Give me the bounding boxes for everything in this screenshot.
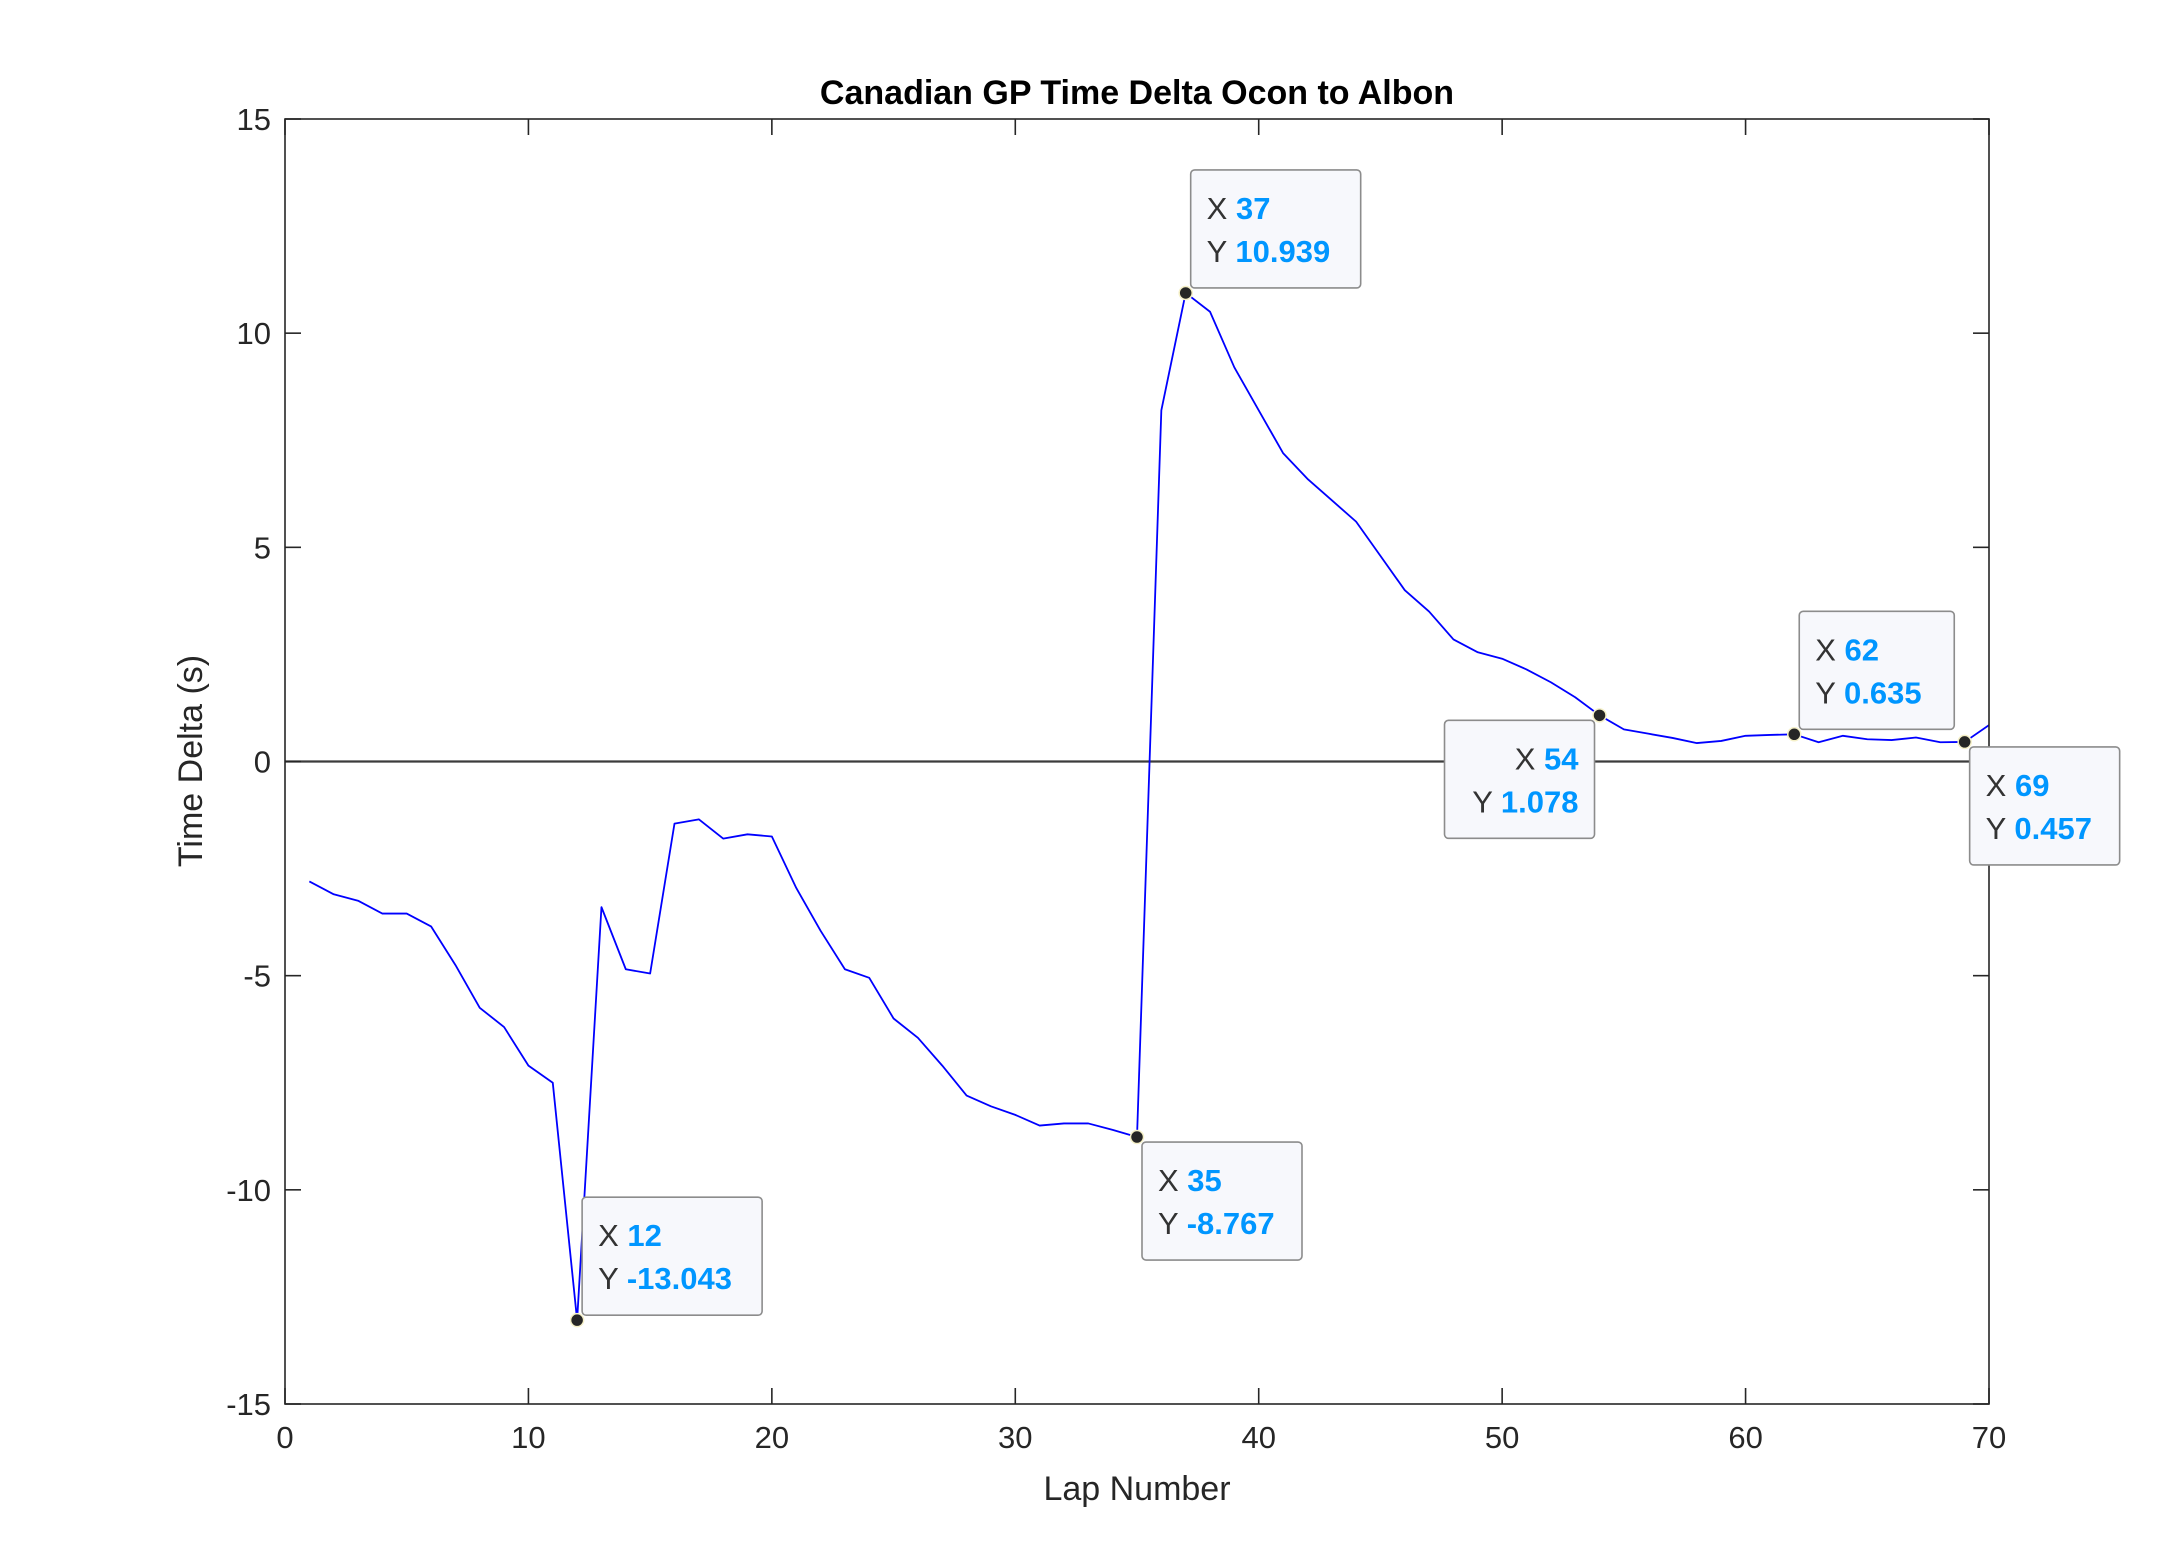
datatip-marker[interactable] [1957,734,1972,750]
datatip-line: X 62 [1815,632,1879,667]
datatip-value: 54 [1544,741,1579,776]
datatip[interactable]: X 37Y 10.939 [1178,169,1362,301]
datatip-line: Y 10.939 [1207,234,1331,269]
datatip-key: X [1515,741,1544,776]
datatip[interactable]: X 12Y -13.043 [569,1196,763,1328]
datatip-value: -8.767 [1187,1206,1275,1241]
y-tick-label: 10 [237,316,271,351]
datatip-value: 1.078 [1501,784,1579,819]
y-tick-label: 5 [254,530,271,565]
datatip-key: Y [1158,1206,1187,1241]
x-tick-label: 40 [1241,1420,1275,1455]
datatip-marker[interactable] [1178,285,1193,301]
y-tick-label: -5 [243,959,271,994]
y-tick-label: -15 [226,1387,271,1422]
x-tick-label: 0 [276,1420,293,1455]
datatip-value: -13.043 [627,1261,732,1296]
y-axis-title: Time Delta (s) [172,655,210,867]
datatip-value: 0.457 [2014,811,2092,846]
datatip-key: Y [1815,675,1844,710]
x-tick-label: 60 [1728,1420,1762,1455]
datatip-key: Y [1207,234,1236,269]
x-tick-label: 70 [1972,1420,2006,1455]
x-tick-label: 30 [998,1420,1032,1455]
datatip-box [1443,719,1596,840]
chart-title: Canadian GP Time Delta Ocon to Albon [820,74,1454,112]
datatip-box [581,1196,763,1316]
datatip-line: Y 0.457 [1986,811,2092,846]
datatip-line: Y -13.043 [598,1261,732,1296]
datatip-key: X [1986,768,2015,803]
datatip-line: X 54 [1515,741,1580,776]
datatip-line: X 12 [598,1218,662,1253]
datatip-value: 37 [1236,191,1270,226]
datatip-key: Y [1986,811,2015,846]
x-tick-label: 20 [755,1420,789,1455]
datatip-key: X [598,1218,627,1253]
datatip-marker[interactable] [569,1312,585,1328]
datatip-box [1968,746,2121,866]
datatip-key: X [1158,1163,1187,1198]
datatip-marker[interactable] [1787,727,1802,742]
datatip-key: X [1207,191,1236,226]
datatip-line: X 35 [1158,1163,1222,1198]
datatip-key: Y [1472,784,1501,819]
y-tick-label: -10 [226,1173,271,1208]
datatip-value: 69 [2015,768,2049,803]
datatip-key: Y [598,1261,627,1296]
datatip-value: 10.939 [1235,234,1330,269]
datatip[interactable]: X 62Y 0.635 [1787,610,1956,742]
datatip-box [1141,1141,1303,1261]
datatip[interactable]: X 54 Y 1.078 [1443,708,1607,840]
datatip-marker[interactable] [1592,708,1607,723]
datatip-value: 0.635 [1844,675,1922,710]
datatip[interactable]: X 35Y -8.767 [1129,1129,1303,1261]
x-tick-label: 50 [1485,1420,1519,1455]
datatip[interactable]: X 69Y 0.457 [1957,734,2121,866]
datatip-box [1798,610,1956,731]
datatip-key: X [1815,632,1844,667]
x-axis-title: Lap Number [1043,1470,1230,1508]
datatip-box [1189,169,1362,289]
datatip-line: X 69 [1986,768,2050,803]
datatip-value: 62 [1845,632,1879,667]
series-line-0 [308,292,1990,1322]
series-layer [308,292,1990,1322]
datatip-line: X 37 [1207,191,1271,226]
y-tick-label: 0 [254,745,271,780]
datatip-marker[interactable] [1129,1129,1145,1145]
datatip-line: Y 0.635 [1815,675,1921,710]
y-tick-label: 15 [237,102,271,137]
datatip-value: 35 [1187,1163,1221,1198]
x-tick-label: 10 [511,1420,545,1455]
datatip-value: 12 [627,1218,661,1253]
datatip-line: Y -8.767 [1158,1206,1275,1241]
datatip-line: Y 1.078 [1472,784,1578,819]
